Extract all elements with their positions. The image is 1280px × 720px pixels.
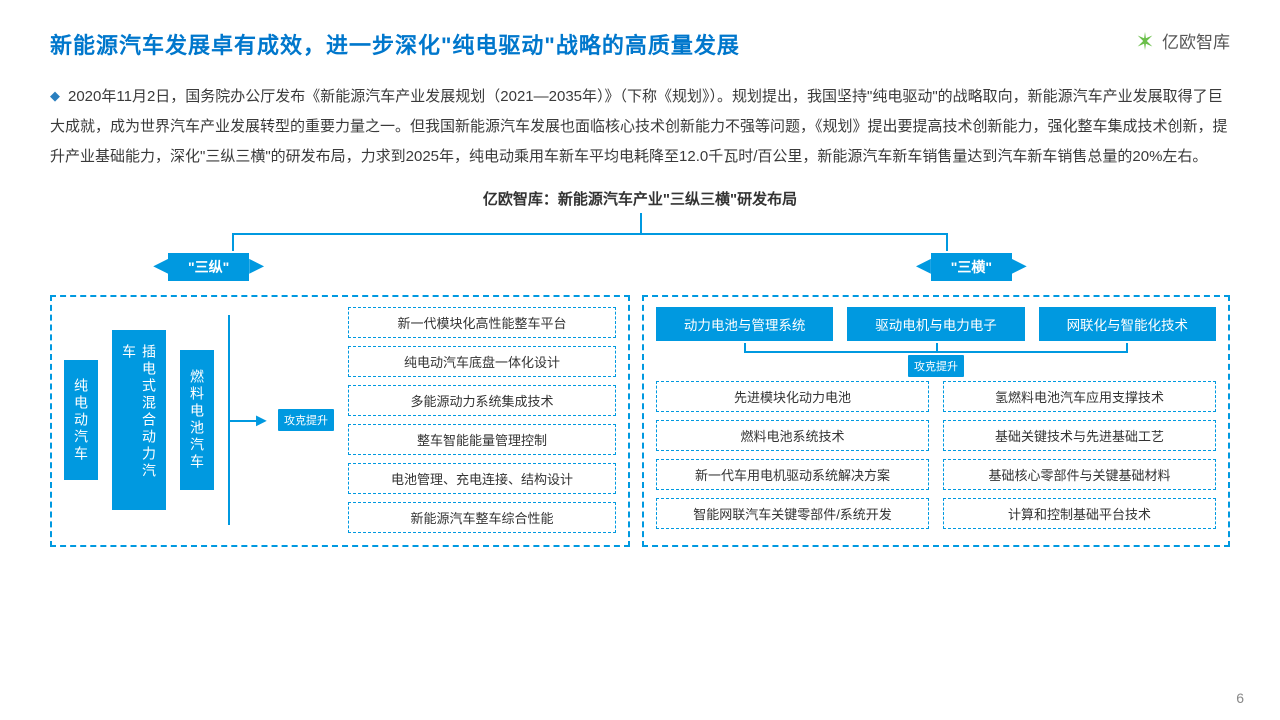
slide: 新能源汽车发展卓有成效，进一步深化"纯电驱动"战略的高质量发展 亿欧智库 ◆20… bbox=[0, 0, 1280, 567]
list-item: 新一代车用电机驱动系统解决方案 bbox=[656, 459, 929, 490]
right-col2: 氢燃料电池汽车应用支撑技术 基础关键技术与先进基础工艺 基础核心零部件与关键基础… bbox=[943, 381, 1216, 529]
top-box: 动力电池与管理系统 bbox=[656, 307, 833, 341]
body-text: 2020年11月2日，国务院办公厅发布《新能源汽车产业发展规划（2021—203… bbox=[50, 88, 1228, 165]
vbar-item: 插电式混合动力汽车 bbox=[112, 330, 166, 510]
page-title: 新能源汽车发展卓有成效，进一步深化"纯电驱动"战略的高质量发展 bbox=[50, 28, 740, 60]
body-paragraph: ◆2020年11月2日，国务院办公厅发布《新能源汽车产业发展规划（2021—20… bbox=[50, 82, 1230, 172]
list-item: 燃料电池系统技术 bbox=[656, 420, 929, 451]
arrow-right-icon: ▶ bbox=[249, 255, 263, 276]
right-top-row: 动力电池与管理系统 驱动电机与电力电子 网联化与智能化技术 bbox=[656, 307, 1216, 341]
badge-right: 攻克提升 bbox=[908, 355, 964, 377]
list-item: 先进模块化动力电池 bbox=[656, 381, 929, 412]
vertical-bars: 纯电动汽车 插电式混合动力汽车 燃料电池汽车 bbox=[64, 330, 214, 510]
arrow-left-icon: ◀ bbox=[917, 255, 931, 276]
bracket-connector: ▶ bbox=[228, 307, 264, 533]
logo-text: 亿欧智库 bbox=[1162, 28, 1230, 53]
diagram: 亿欧智库：新能源汽车产业"三纵三横"研发布局 ◀ "三纵" ▶ ◀ "三横" ▶ bbox=[50, 188, 1230, 547]
list-item: 氢燃料电池汽车应用支撑技术 bbox=[943, 381, 1216, 412]
list-item: 智能网联汽车关键零部件/系统开发 bbox=[656, 498, 929, 529]
arrow-right-icon: ▶ bbox=[1012, 255, 1026, 276]
header: 新能源汽车发展卓有成效，进一步深化"纯电驱动"战略的高质量发展 亿欧智库 bbox=[50, 28, 1230, 60]
top-box: 网联化与智能化技术 bbox=[1039, 307, 1216, 341]
arrow-left-icon: ◀ bbox=[154, 255, 168, 276]
right-bottom-cols: 先进模块化动力电池 燃料电池系统技术 新一代车用电机驱动系统解决方案 智能网联汽… bbox=[656, 381, 1216, 529]
top-box: 驱动电机与电力电子 bbox=[847, 307, 1024, 341]
vbar-item: 纯电动汽车 bbox=[64, 360, 98, 480]
list-item: 整车智能能量管理控制 bbox=[348, 424, 616, 455]
page-number: 6 bbox=[1236, 690, 1244, 706]
list-item: 多能源动力系统集成技术 bbox=[348, 385, 616, 416]
bullet-icon: ◆ bbox=[50, 88, 60, 103]
panel-left: 纯电动汽车 插电式混合动力汽车 燃料电池汽车 ▶ 攻克提升 新一代模块化高性能整… bbox=[50, 295, 630, 547]
panel-right: 动力电池与管理系统 驱动电机与电力电子 网联化与智能化技术 攻克提升 先进模块化… bbox=[642, 295, 1230, 547]
branch-left-label: ◀ "三纵" ▶ bbox=[168, 253, 249, 281]
list-item: 新能源汽车整车综合性能 bbox=[348, 502, 616, 533]
tree-connector: ◀ "三纵" ▶ ◀ "三横" ▶ bbox=[50, 213, 1230, 273]
panels: 纯电动汽车 插电式混合动力汽车 燃料电池汽车 ▶ 攻克提升 新一代模块化高性能整… bbox=[50, 295, 1230, 547]
list-item: 计算和控制基础平台技术 bbox=[943, 498, 1216, 529]
logo: 亿欧智库 bbox=[1134, 28, 1230, 53]
vbar-item: 燃料电池汽车 bbox=[180, 350, 214, 490]
logo-icon bbox=[1134, 30, 1156, 52]
right-col1: 先进模块化动力电池 燃料电池系统技术 新一代车用电机驱动系统解决方案 智能网联汽… bbox=[656, 381, 929, 529]
list-item: 基础核心零部件与关键基础材料 bbox=[943, 459, 1216, 490]
mid-connector: 攻克提升 bbox=[656, 343, 1216, 377]
list-item: 新一代模块化高性能整车平台 bbox=[348, 307, 616, 338]
left-list: 新一代模块化高性能整车平台 纯电动汽车底盘一体化设计 多能源动力系统集成技术 整… bbox=[348, 307, 616, 533]
branch-right-label: ◀ "三横" ▶ bbox=[931, 253, 1012, 281]
diagram-title: 亿欧智库：新能源汽车产业"三纵三横"研发布局 bbox=[50, 188, 1230, 209]
badge-left: 攻克提升 bbox=[278, 409, 334, 431]
list-item: 纯电动汽车底盘一体化设计 bbox=[348, 346, 616, 377]
list-item: 基础关键技术与先进基础工艺 bbox=[943, 420, 1216, 451]
list-item: 电池管理、充电连接、结构设计 bbox=[348, 463, 616, 494]
